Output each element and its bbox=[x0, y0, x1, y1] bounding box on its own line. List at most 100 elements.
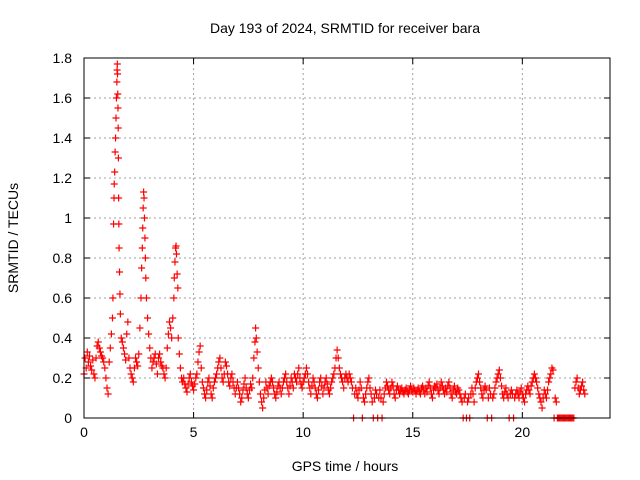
data-point bbox=[264, 390, 272, 398]
y-tick-label: 1.6 bbox=[53, 90, 73, 106]
data-point bbox=[345, 370, 353, 378]
data-point bbox=[205, 374, 213, 382]
data-point bbox=[138, 264, 146, 272]
data-point bbox=[445, 378, 453, 386]
data-point bbox=[204, 378, 212, 386]
data-point bbox=[356, 378, 364, 386]
data-point bbox=[535, 390, 543, 398]
data-point bbox=[476, 378, 484, 386]
y-tick-label: 0.6 bbox=[53, 290, 73, 306]
data-point bbox=[260, 394, 268, 402]
data-point bbox=[391, 394, 399, 402]
data-point bbox=[573, 374, 581, 382]
data-point bbox=[252, 324, 260, 332]
data-point bbox=[85, 352, 93, 360]
data-point bbox=[233, 378, 241, 386]
data-point bbox=[194, 358, 202, 366]
data-point bbox=[368, 398, 376, 406]
data-point bbox=[252, 334, 260, 342]
data-point bbox=[329, 374, 337, 382]
data-point bbox=[359, 394, 367, 402]
data-point bbox=[222, 362, 230, 370]
data-point bbox=[298, 384, 306, 392]
data-point bbox=[289, 384, 297, 392]
data-point bbox=[142, 274, 150, 282]
data-point bbox=[190, 386, 198, 394]
data-point bbox=[533, 378, 541, 386]
data-point bbox=[425, 378, 433, 386]
data-point bbox=[193, 370, 201, 378]
data-point bbox=[228, 370, 236, 378]
data-point bbox=[521, 398, 529, 406]
data-point bbox=[156, 350, 164, 358]
y-axis-label: SRMTID / TECUs bbox=[5, 183, 21, 293]
data-point bbox=[114, 154, 122, 162]
data-point bbox=[346, 374, 354, 382]
data-point bbox=[118, 338, 126, 346]
data-point bbox=[218, 374, 226, 382]
x-tick-label: 0 bbox=[80, 424, 88, 440]
data-point bbox=[259, 404, 267, 412]
data-point bbox=[491, 384, 499, 392]
data-point bbox=[393, 382, 401, 390]
data-point bbox=[145, 330, 153, 338]
data-point bbox=[99, 354, 107, 362]
data-point bbox=[115, 194, 123, 202]
data-point bbox=[176, 364, 184, 372]
data-point bbox=[272, 394, 280, 402]
data-point bbox=[285, 390, 293, 398]
data-point bbox=[216, 354, 224, 362]
data-point bbox=[379, 398, 387, 406]
data-point bbox=[309, 374, 317, 382]
data-point bbox=[153, 370, 161, 378]
data-point bbox=[304, 370, 312, 378]
data-point bbox=[478, 390, 486, 398]
data-points bbox=[80, 60, 589, 422]
data-point bbox=[366, 384, 374, 392]
x-tick-label: 5 bbox=[190, 424, 198, 440]
data-point bbox=[580, 386, 588, 394]
data-point bbox=[579, 378, 587, 386]
data-point bbox=[281, 374, 289, 382]
data-point bbox=[517, 384, 525, 392]
data-point bbox=[277, 390, 285, 398]
data-point bbox=[141, 234, 149, 242]
data-point bbox=[248, 384, 256, 392]
data-point bbox=[530, 370, 538, 378]
data-point bbox=[110, 180, 118, 188]
y-tick-label: 0.8 bbox=[53, 250, 73, 266]
data-point bbox=[115, 220, 123, 228]
data-point bbox=[141, 254, 149, 262]
axis-ticks bbox=[83, 57, 610, 419]
data-point bbox=[201, 390, 209, 398]
data-point bbox=[241, 374, 249, 382]
data-point bbox=[237, 398, 245, 406]
data-point bbox=[128, 374, 136, 382]
data-point bbox=[361, 398, 369, 406]
data-point bbox=[202, 394, 210, 402]
data-point bbox=[90, 370, 98, 378]
data-point bbox=[473, 374, 481, 382]
y-tick-label: 1.2 bbox=[53, 170, 73, 186]
plot-frame bbox=[83, 57, 611, 419]
data-point bbox=[170, 274, 178, 282]
data-point bbox=[294, 370, 302, 378]
data-point bbox=[146, 344, 154, 352]
x-tick-label: 15 bbox=[405, 424, 421, 440]
data-point bbox=[235, 384, 243, 392]
data-point bbox=[185, 374, 193, 382]
data-point bbox=[169, 314, 177, 322]
data-point bbox=[111, 168, 119, 176]
data-point bbox=[541, 390, 549, 398]
data-point bbox=[243, 390, 251, 398]
data-point bbox=[195, 348, 203, 356]
data-point bbox=[526, 390, 534, 398]
data-point bbox=[157, 358, 165, 366]
data-point bbox=[251, 338, 259, 346]
data-point bbox=[268, 378, 276, 386]
y-tick-label: 0.4 bbox=[53, 330, 73, 346]
data-point bbox=[404, 390, 412, 398]
data-point bbox=[183, 388, 191, 396]
data-point bbox=[115, 244, 123, 252]
data-point bbox=[293, 378, 301, 386]
